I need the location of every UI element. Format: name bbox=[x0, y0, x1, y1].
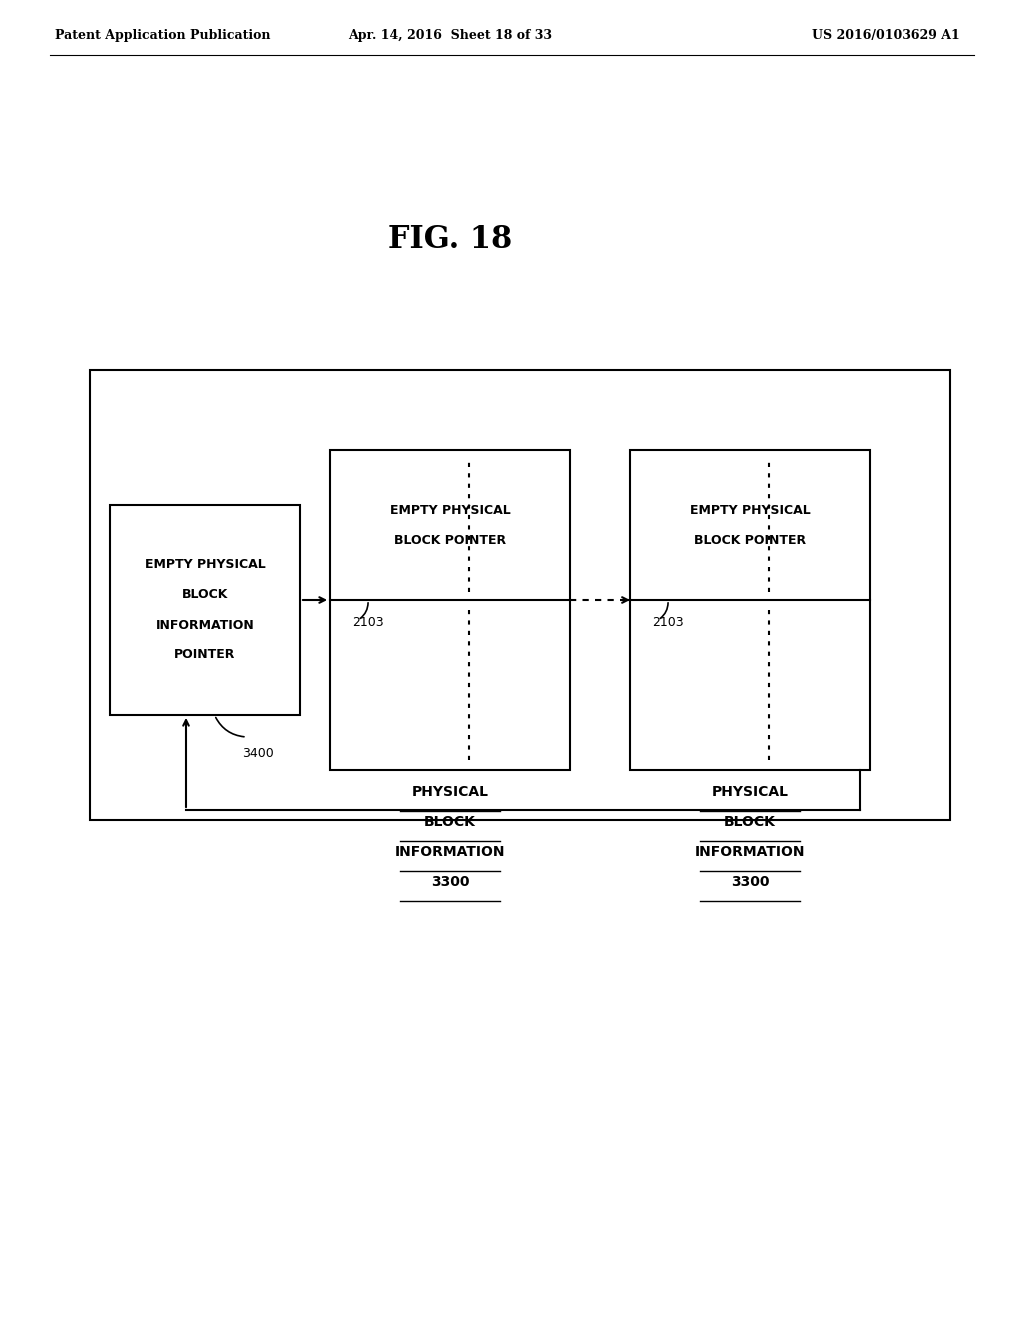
Text: 2103: 2103 bbox=[652, 615, 684, 628]
Text: INFORMATION: INFORMATION bbox=[694, 845, 805, 859]
Text: Apr. 14, 2016  Sheet 18 of 33: Apr. 14, 2016 Sheet 18 of 33 bbox=[348, 29, 552, 41]
Bar bbox=[90, 370, 950, 820]
Text: BLOCK: BLOCK bbox=[724, 814, 776, 829]
Text: BLOCK POINTER: BLOCK POINTER bbox=[694, 533, 806, 546]
Text: EMPTY PHYSICAL: EMPTY PHYSICAL bbox=[144, 558, 265, 572]
Bar bbox=[330, 450, 570, 770]
Bar bbox=[110, 506, 300, 715]
Text: BLOCK: BLOCK bbox=[424, 814, 476, 829]
Text: 3300: 3300 bbox=[731, 875, 769, 888]
Text: POINTER: POINTER bbox=[174, 648, 236, 661]
Text: EMPTY PHYSICAL: EMPTY PHYSICAL bbox=[389, 503, 510, 516]
Text: PHYSICAL: PHYSICAL bbox=[712, 785, 788, 799]
Text: INFORMATION: INFORMATION bbox=[156, 619, 254, 631]
Text: Patent Application Publication: Patent Application Publication bbox=[55, 29, 270, 41]
Text: 3400: 3400 bbox=[243, 747, 274, 760]
Text: BLOCK: BLOCK bbox=[182, 589, 228, 602]
Text: FIG. 18: FIG. 18 bbox=[388, 224, 512, 256]
Text: US 2016/0103629 A1: US 2016/0103629 A1 bbox=[812, 29, 961, 41]
Text: PHYSICAL: PHYSICAL bbox=[412, 785, 488, 799]
Text: 2103: 2103 bbox=[352, 615, 384, 628]
Bar bbox=[630, 450, 870, 770]
Text: INFORMATION: INFORMATION bbox=[394, 845, 505, 859]
Text: 3300: 3300 bbox=[431, 875, 469, 888]
Text: BLOCK POINTER: BLOCK POINTER bbox=[394, 533, 506, 546]
Text: EMPTY PHYSICAL: EMPTY PHYSICAL bbox=[689, 503, 810, 516]
